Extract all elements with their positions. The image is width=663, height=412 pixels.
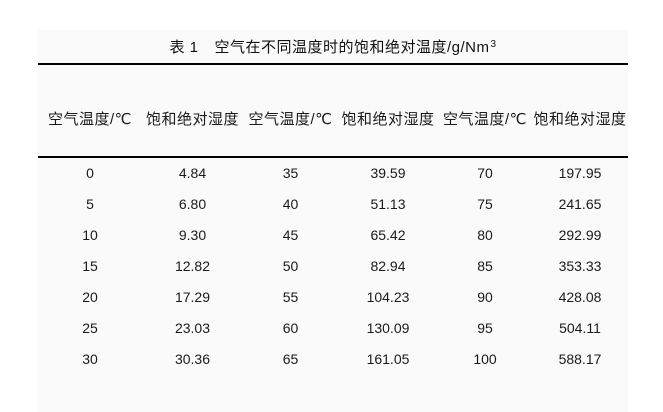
table-title: 表 1 空气在不同温度时的饱和绝对温度/g/Nm3 bbox=[38, 30, 628, 65]
table-row: 25 23.03 60 130.09 95 504.11 bbox=[38, 312, 628, 343]
table-row: 20 17.29 55 104.23 90 428.08 bbox=[38, 281, 628, 312]
table-cell: 12.82 bbox=[174, 257, 211, 274]
column-header: 饱和绝对湿度 bbox=[532, 65, 628, 158]
data-table: 空气温度/℃ 饱和绝对湿度 空气温度/℃ 饱和绝对湿度 空气温度/℃ 饱和绝对湿度 0 4.… bbox=[38, 65, 628, 374]
column-header: 空气温度/℃ bbox=[38, 65, 142, 158]
table-cell: 65 bbox=[282, 350, 299, 367]
table-cell: 104.23 bbox=[366, 288, 410, 305]
table-cell: 161.05 bbox=[366, 350, 410, 367]
table-cell: 130.09 bbox=[366, 319, 410, 336]
table-cell: 75 bbox=[477, 195, 493, 212]
table-row: 30 30.36 65 161.05 100 588.17 bbox=[38, 343, 628, 374]
table-cell: 17.29 bbox=[174, 288, 211, 305]
table-row: 5 6.80 40 51.13 75 241.65 bbox=[38, 188, 628, 219]
table-cell: 9.30 bbox=[178, 226, 207, 243]
table-cell: 292.99 bbox=[558, 226, 602, 243]
table-cell: 65.42 bbox=[370, 226, 406, 243]
table-cell: 30.36 bbox=[174, 350, 211, 367]
table-cell: 100 bbox=[473, 350, 497, 367]
table-cell: 39.59 bbox=[370, 165, 406, 181]
table-cell: 82.94 bbox=[370, 257, 406, 274]
table-title-text: 空气在不同温度时的饱和绝对温度/g/Nm3 bbox=[214, 39, 497, 56]
table-row: 10 9.30 45 65.42 80 292.99 bbox=[38, 219, 628, 250]
table-cell: 23.03 bbox=[174, 319, 211, 336]
table-cell: 4.84 bbox=[178, 165, 207, 181]
table-cell: 40 bbox=[282, 195, 299, 212]
table-cell: 6.80 bbox=[178, 195, 207, 212]
column-header: 饱和绝对湿度 bbox=[142, 65, 243, 158]
table-cell: 70 bbox=[477, 165, 493, 181]
table-cell: 428.08 bbox=[558, 288, 602, 305]
table-cell: 30 bbox=[82, 350, 98, 367]
column-header: 空气温度/℃ bbox=[438, 65, 532, 158]
table-cell: 85 bbox=[477, 257, 493, 274]
table-cell: 20 bbox=[82, 288, 98, 305]
column-header: 空气温度/℃ bbox=[243, 65, 338, 158]
table-title-superscript: 3 bbox=[490, 39, 497, 50]
table-cell: 90 bbox=[477, 288, 493, 305]
table-row: 15 12.82 50 82.94 85 353.33 bbox=[38, 250, 628, 281]
table-cell: 95 bbox=[477, 319, 493, 336]
table-cell: 241.65 bbox=[558, 195, 602, 212]
table-cell: 45 bbox=[282, 226, 299, 243]
table-cell: 353.33 bbox=[558, 257, 602, 274]
table-cell: 588.17 bbox=[558, 350, 602, 367]
table-cell: 55 bbox=[282, 288, 299, 305]
column-header: 饱和绝对湿度 bbox=[338, 65, 438, 158]
table-cell: 80 bbox=[477, 226, 493, 243]
table-cell: 0 bbox=[86, 165, 94, 181]
table-header-row: 空气温度/℃ 饱和绝对湿度 空气温度/℃ 饱和绝对湿度 空气温度/℃ 饱和绝对湿度 bbox=[38, 65, 628, 158]
humidity-table-block: 表 1 空气在不同温度时的饱和绝对温度/g/Nm3 空气温度/℃ 饱和绝对湿度 空气… bbox=[38, 30, 628, 412]
table-cell: 51.13 bbox=[370, 195, 406, 212]
table-cell: 60 bbox=[282, 319, 299, 336]
table-row: 0 4.84 35 39.59 70 197.95 bbox=[38, 157, 628, 188]
table-number: 表 1 bbox=[169, 39, 199, 56]
table-cell: 10 bbox=[82, 226, 98, 243]
table-cell: 15 bbox=[82, 257, 98, 274]
table-cell: 50 bbox=[282, 257, 299, 274]
table-cell: 197.95 bbox=[558, 165, 602, 181]
table-cell: 5 bbox=[86, 195, 94, 212]
table-cell: 504.11 bbox=[559, 319, 601, 336]
table-cell: 25 bbox=[82, 319, 98, 336]
table-cell: 35 bbox=[282, 165, 299, 181]
